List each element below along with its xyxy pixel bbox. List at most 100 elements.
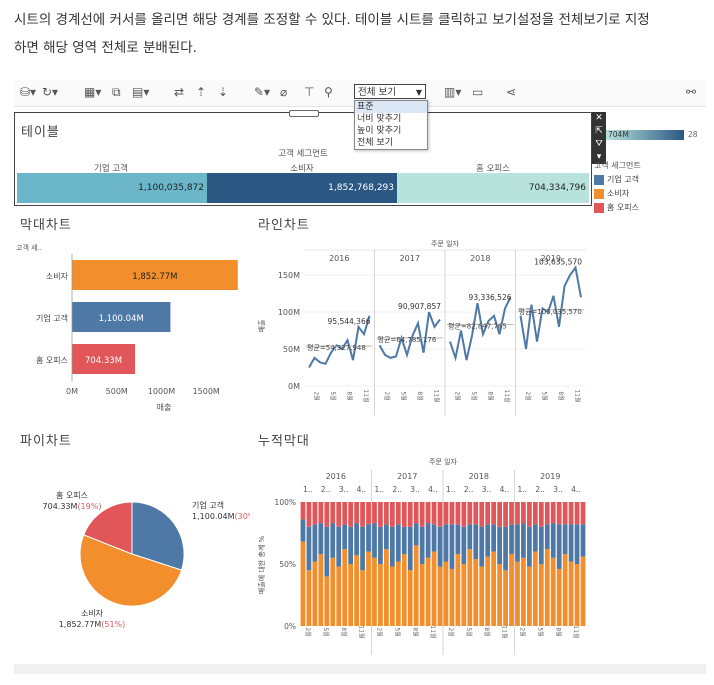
stacked-bar-segment (408, 502, 413, 527)
table-cell[interactable]: 704,334,796 (397, 173, 589, 203)
menu-item-entire-view[interactable]: 전체 보기 (355, 137, 427, 149)
month-tick-label: 2월 (519, 627, 527, 636)
table-title: 테이블 (21, 121, 60, 140)
pie-slice-label: 소비자 (81, 609, 104, 618)
fit-select[interactable]: 전체 보기 ▼ (354, 84, 426, 99)
stacked-bar-segment (557, 502, 562, 524)
swap-icon[interactable]: ⇄ (174, 84, 184, 100)
legend-item[interactable]: 소비자 (594, 188, 704, 202)
stacked-bar-segment (360, 570, 365, 626)
row-header: 고객 세.. (16, 243, 42, 252)
stacked-bar-segment (354, 555, 359, 626)
table-sheet[interactable]: 테이블 고객 세그먼트 기업 고객 소비자 홈 오피스 1,100,035,87… (14, 112, 592, 206)
year-label: 2018 (469, 472, 489, 481)
stacked-bar-segment (378, 527, 383, 564)
stacked-bar-segment (503, 527, 508, 570)
datasource-icon[interactable]: ⛁▾ (20, 84, 36, 100)
average-label: 평균=82,847,765 (448, 322, 507, 331)
stacked-bar-segment (563, 524, 568, 554)
month-tick-label: 5월 (329, 391, 337, 400)
clear-sheet-icon[interactable]: ▤▾ (132, 84, 149, 100)
stacked-bar-segment (479, 566, 484, 626)
stacked-bar-segment (563, 502, 568, 524)
stacked-bar-segment (473, 559, 478, 626)
show-me-icon[interactable]: ▥▾ (444, 84, 461, 100)
year-label: 2017 (397, 472, 417, 481)
refresh-icon[interactable]: ↻▾ (42, 84, 58, 100)
pie-slice-label: 기업 고객 (192, 500, 224, 510)
stacked-bar-segment (461, 502, 466, 527)
close-icon[interactable]: ✕ (592, 112, 606, 125)
line-chart-title: 라인차트 (258, 214, 310, 233)
sort-asc-icon[interactable]: ⇡ (196, 84, 206, 100)
resize-handle[interactable] (289, 110, 319, 117)
stacked-bar-segment (533, 502, 538, 524)
stacked-bar-segment (432, 552, 437, 626)
sheet-tools: ✕ ⇱ ⛛ ▾ (592, 112, 606, 164)
legend-label: 기업 고객 (607, 175, 639, 184)
menu-item-fit-width[interactable]: 너비 맞추기 (355, 113, 427, 125)
max-label: 93,336,526 (469, 293, 512, 302)
stacked-bar-segment (491, 502, 496, 524)
stacked-bar-segment (438, 502, 443, 527)
stacked-bar-segment (503, 502, 508, 527)
stacked-bar-segment (318, 523, 323, 554)
stacked-bar-segment (485, 524, 490, 556)
stacked-bar-segment (426, 558, 431, 626)
stacked-bar-segment (456, 524, 461, 554)
stacked-bar-segment (420, 527, 425, 564)
stacked-bar-segment (313, 524, 318, 561)
new-sheet-icon[interactable]: ▦▾ (84, 84, 101, 100)
label-icon[interactable]: ⊤ (304, 84, 314, 100)
binoculars-icon[interactable]: ⚯ (686, 84, 696, 100)
stacked-bar-segment (485, 502, 490, 524)
sort-desc-icon[interactable]: ⇣ (218, 84, 228, 100)
presentation-icon[interactable]: ▭ (472, 84, 483, 100)
stacked-bar-segment (301, 502, 306, 519)
stacked-bar-segment (533, 524, 538, 551)
legend-swatch (594, 189, 604, 199)
highlight-icon[interactable]: ✎▾ (254, 84, 270, 100)
quarter-label: 2.. (321, 485, 331, 494)
share-icon[interactable]: ⋖ (506, 84, 516, 100)
duplicate-icon[interactable]: ⧉ (112, 84, 121, 100)
open-icon[interactable]: ⇱ (592, 125, 606, 138)
stacked-bar-segment (569, 562, 574, 626)
month-tick-label: 11월 (433, 389, 441, 402)
table-cell[interactable]: 1,852,768,293 (207, 173, 397, 203)
stacked-bar-segment (509, 524, 514, 554)
stacked-bar-chart: 주문 일자20161.. 2.. 3.. 4..2월 5월 8월 11월20171.. 2..… (254, 450, 590, 660)
stacked-bar-segment (390, 566, 395, 626)
year-label: 2016 (326, 472, 346, 481)
table-header: 고객 세그먼트 (15, 147, 591, 159)
month-tick-label: 11월 (429, 625, 437, 638)
stacked-bar-segment (575, 502, 580, 524)
legend-item[interactable]: 홈 오피스 (594, 202, 704, 216)
stacked-bar-segment (414, 523, 419, 545)
segment-legend: 고객 세그먼트 기업 고객 소비자 홈 오피스 (594, 160, 704, 216)
pie-slice-label: 홈 오피스 (56, 490, 88, 500)
bar-category-label: 기업 고객 (36, 313, 68, 323)
menu-item-standard[interactable]: 표준 (355, 101, 427, 113)
stacked-bar-segment (509, 554, 514, 626)
pin-icon[interactable]: ⚲ (324, 84, 333, 100)
month-tick-label: 5월 (536, 627, 544, 636)
stacked-bar-segment (378, 564, 383, 626)
table-cell[interactable]: 1,100,035,872 (17, 173, 207, 203)
pie-percent: (19%) (77, 502, 101, 511)
legend-item[interactable]: 기업 고객 (594, 174, 704, 188)
stacked-bar-segment (372, 558, 377, 626)
month-tick-label: 11월 (362, 389, 370, 402)
stacked-bar-segment (366, 524, 371, 551)
y-tick-label: 50M (283, 345, 300, 354)
menu-item-fit-height[interactable]: 높이 맞추기 (355, 125, 427, 137)
filter-icon[interactable]: ⛛ (592, 138, 606, 151)
stacked-bar-segment (569, 524, 574, 561)
stacked-bar-segment (384, 524, 389, 549)
attach-icon[interactable]: ⌀ (280, 84, 287, 100)
month-tick-label: 2월 (383, 391, 391, 400)
stacked-bar-segment (414, 502, 419, 523)
line-header: 주문 일자 (431, 239, 460, 248)
pie-value: 1,852.77M (59, 620, 102, 629)
stacked-bar-segment (313, 562, 318, 626)
